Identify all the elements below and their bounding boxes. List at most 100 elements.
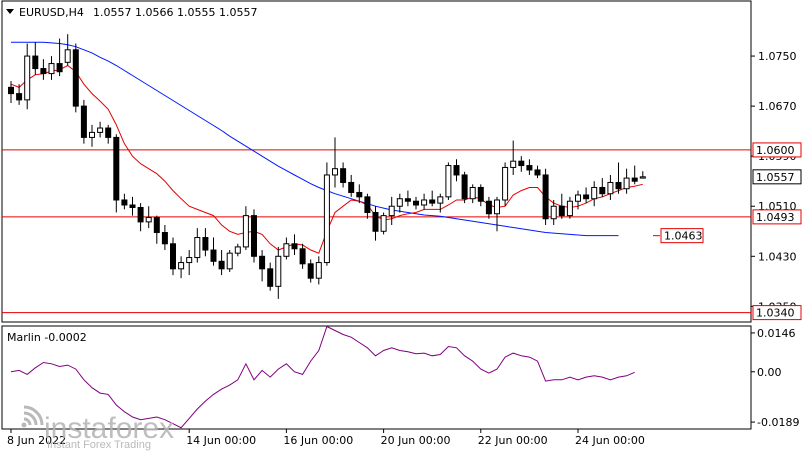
- candle-body: [348, 181, 355, 193]
- candle-body: [234, 246, 241, 254]
- candle-body: [542, 174, 549, 220]
- candle-body: [510, 160, 517, 168]
- current-price-label: 1.0557: [756, 171, 795, 184]
- candle: [275, 246, 282, 299]
- candle-body: [105, 127, 112, 138]
- candle: [340, 162, 347, 188]
- candle-body: [307, 263, 314, 279]
- candle: [210, 237, 217, 266]
- candle-body: [477, 186, 484, 202]
- candle: [32, 42, 39, 75]
- candle-body: [32, 55, 39, 70]
- candle-body: [48, 63, 55, 75]
- candle: [356, 184, 363, 204]
- indicator: 0.0146 0.00 -0.0189: [10, 325, 799, 429]
- ma-slow-line: [11, 41, 619, 237]
- price-axis: 1.07501.06701.05901.05101.04301.03501.06…: [653, 50, 802, 321]
- candle-body: [502, 166, 509, 201]
- candle-body: [591, 186, 598, 200]
- candle-body: [623, 177, 630, 190]
- candle-body: [380, 215, 387, 232]
- candle: [583, 187, 590, 204]
- candle-body: [566, 200, 573, 217]
- watermark-tagline: Instant Forex Trading: [47, 439, 151, 451]
- price-tick-label: 1.0430: [758, 250, 797, 263]
- candle: [323, 162, 330, 266]
- candle: [542, 168, 549, 226]
- time-tick-label: 22 Jun 00:00: [478, 434, 548, 447]
- candle-body: [299, 248, 306, 265]
- candle: [364, 193, 371, 219]
- candle-body: [113, 136, 120, 201]
- candle: [259, 250, 266, 282]
- candle-body: [453, 165, 460, 176]
- price-tick-label: 1.0750: [758, 50, 797, 63]
- indicator-tick-label: 0.00: [757, 366, 782, 379]
- time-tick-label: 14 Jun 00:00: [186, 434, 256, 447]
- candle-body: [575, 194, 581, 202]
- candle-body: [242, 215, 249, 248]
- candle-body: [518, 160, 525, 167]
- candle: [307, 259, 314, 283]
- candle-body: [129, 204, 136, 208]
- indicator-panel: [1, 325, 752, 430]
- symbol-timeframe: EURUSD,H4: [19, 6, 84, 19]
- candle-body: [186, 257, 193, 264]
- candle-body: [615, 181, 622, 190]
- candle-body: [8, 86, 14, 95]
- candle-body: [267, 268, 274, 287]
- candle: [170, 237, 176, 276]
- candle-body: [356, 191, 363, 198]
- candle: [566, 196, 573, 219]
- candle-body: [251, 215, 257, 257]
- candle-body: [170, 243, 176, 270]
- candle: [558, 193, 565, 219]
- candle: [153, 215, 160, 244]
- candle: [332, 137, 338, 188]
- candle: [64, 34, 71, 66]
- watermark: instaforex Instant Forex Trading: [21, 405, 174, 451]
- candle-body: [153, 217, 160, 234]
- candle-body: [64, 49, 71, 63]
- candle: [186, 250, 193, 276]
- candle: [283, 237, 290, 260]
- candle: [534, 165, 541, 179]
- candle-body: [437, 196, 444, 204]
- candle: [607, 174, 614, 200]
- candle-body: [388, 205, 395, 217]
- candle-body: [631, 177, 638, 182]
- candle: [510, 140, 517, 175]
- candle: [396, 193, 403, 213]
- candle-body: [469, 186, 476, 200]
- candle-body: [283, 243, 290, 257]
- candle-body: [161, 232, 168, 245]
- candle-body: [226, 252, 233, 270]
- candle: [89, 124, 95, 147]
- candle: [413, 196, 419, 210]
- collapse-triangle-icon[interactable]: [6, 9, 14, 14]
- level-label-box: [752, 305, 802, 321]
- candle: [194, 228, 201, 263]
- candle-body: [291, 243, 298, 250]
- candle-body: [121, 199, 128, 206]
- price-panel: [1, 0, 752, 323]
- level-label: 1.0493: [756, 211, 795, 224]
- candle: [494, 196, 500, 232]
- candle: [575, 190, 581, 210]
- ma-slow: [11, 41, 619, 237]
- candle: [485, 196, 492, 219]
- candle-body: [24, 55, 31, 101]
- candle-body: [259, 255, 266, 270]
- candle: [380, 212, 387, 235]
- candle-body: [218, 260, 225, 270]
- candle: [453, 159, 460, 182]
- candle: [550, 199, 557, 226]
- candle: [615, 162, 622, 194]
- candle: [437, 193, 444, 213]
- candle-body: [80, 105, 87, 138]
- candle: [226, 250, 233, 272]
- candle: [129, 196, 136, 216]
- candle-body: [364, 196, 371, 213]
- candle: [315, 256, 322, 285]
